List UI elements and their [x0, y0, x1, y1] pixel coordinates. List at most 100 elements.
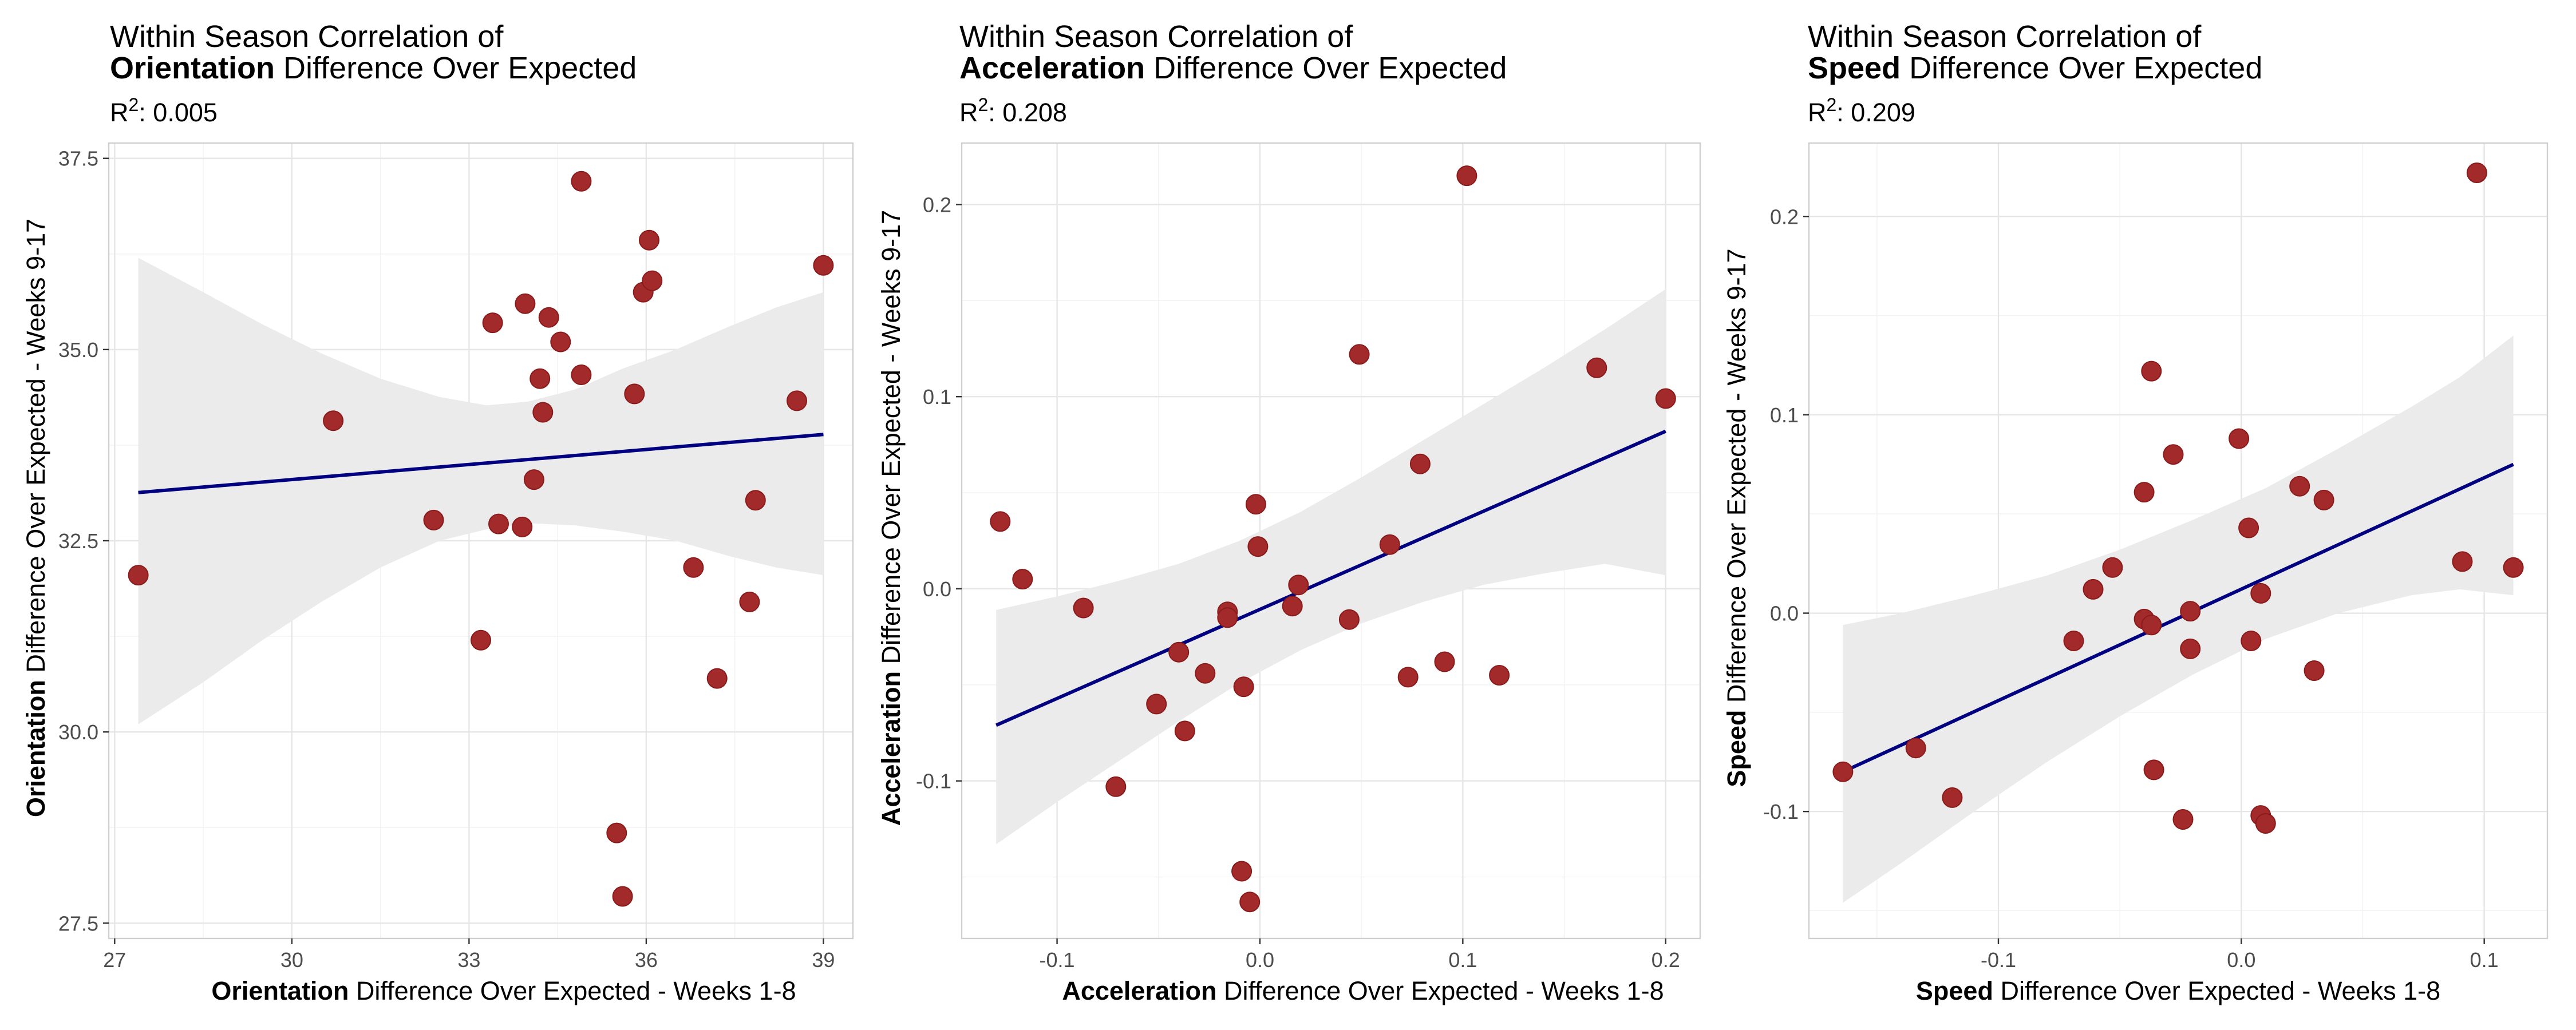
- data-point: [2143, 759, 2164, 781]
- data-point: [2313, 489, 2334, 510]
- data-point: [128, 565, 149, 586]
- panel-1-r2-value: : 0.005: [139, 98, 218, 127]
- panel-1-x-axis-label: Orientation Difference Over Expected - W…: [211, 976, 796, 1005]
- data-point: [2229, 428, 2250, 449]
- data-point: [1073, 597, 1094, 619]
- data-point: [1942, 787, 1963, 808]
- panel-2-r2-label: R2: 0.208: [959, 94, 1067, 127]
- data-point: [2163, 444, 2184, 465]
- data-point: [1655, 388, 1676, 409]
- data-point: [2238, 517, 2259, 538]
- panel-2-x-axis-label: Acceleration Difference Over Expected - …: [1062, 976, 1664, 1005]
- panel-3-title-bold: Speed: [1808, 51, 1901, 85]
- data-point: [990, 511, 1011, 532]
- data-point: [624, 383, 645, 405]
- panel-2-title-rest: Difference Over Expected: [1145, 51, 1507, 85]
- data-point: [1174, 720, 1195, 742]
- data-point: [1434, 651, 1455, 672]
- panel-3-title-rest: Difference Over Expected: [1901, 51, 2262, 85]
- panel-2-x-label-rest: Difference Over Expected - Weeks 1-8: [1216, 976, 1664, 1005]
- data-point: [423, 509, 444, 530]
- data-point: [515, 293, 536, 314]
- data-point: [1247, 536, 1269, 557]
- panel-2-title-line2: Acceleration Difference Over Expected: [959, 51, 1507, 85]
- data-point: [787, 390, 807, 411]
- panel-2-title-line1: Within Season Correlation of: [959, 19, 1353, 54]
- y-tick-label: 0.2: [1770, 205, 1799, 228]
- panel-2-plot: -0.1 0.0 0.1 0.2 -0.1 0.0 0.1 0.2: [916, 142, 1701, 972]
- x-tick-label: -0.1: [1040, 948, 1075, 972]
- x-tick-label: 30: [280, 948, 303, 972]
- data-point: [523, 469, 544, 490]
- data-point: [1282, 596, 1303, 617]
- data-point: [1217, 607, 1238, 628]
- panel-3-r2-value: : 0.209: [1836, 98, 1915, 127]
- data-point: [1905, 738, 1926, 759]
- data-point: [2134, 482, 2155, 503]
- x-tick-label: 0.1: [1448, 948, 1477, 972]
- data-point: [2255, 813, 2276, 834]
- data-point: [1239, 892, 1261, 913]
- x-tick-label: 0.0: [1246, 948, 1274, 972]
- panel-1-y-label-bold: Orientation: [21, 680, 50, 817]
- data-point: [488, 513, 509, 534]
- panel-orientation: Within Season Correlation of Orientation…: [21, 19, 854, 1005]
- regression-line: [1842, 462, 2514, 774]
- data-point: [1489, 665, 1510, 686]
- data-point: [2063, 631, 2084, 651]
- data-point: [2141, 360, 2162, 382]
- data-point: [323, 410, 344, 431]
- panel-3-x-axis-label: Speed Difference Over Expected - Weeks 1…: [1916, 976, 2440, 1005]
- panel-1-x-label-rest: Difference Over Expected - Weeks 1-8: [349, 976, 796, 1005]
- data-point: [1231, 861, 1253, 882]
- data-point: [1338, 609, 1360, 630]
- data-point: [1379, 534, 1400, 555]
- data-point: [1586, 357, 1607, 378]
- y-tick-label: 37.5: [58, 147, 98, 171]
- panel-3-x-label-rest: Difference Over Expected - Weeks 1-8: [1993, 976, 2440, 1005]
- panel-speed: Within Season Correlation of Speed Diffe…: [1722, 19, 2549, 1005]
- panel-3-y-label-rest: Difference Over Expected - Weeks 9-17: [1722, 248, 1751, 710]
- panel-border: [1808, 142, 2549, 940]
- data-point: [2180, 601, 2201, 622]
- x-tick-label: 36: [635, 948, 658, 972]
- data-point: [512, 516, 533, 537]
- data-point: [1168, 641, 1190, 663]
- data-point: [745, 490, 766, 511]
- y-tick-label: 30.0: [58, 720, 98, 744]
- y-tick-label: -0.1: [1763, 800, 1799, 823]
- data-point: [813, 255, 834, 276]
- data-point: [2466, 163, 2487, 183]
- data-point: [550, 331, 571, 352]
- data-point: [532, 402, 554, 423]
- data-point: [706, 668, 728, 689]
- panel-2-title-bold: Acceleration: [959, 51, 1145, 85]
- x-tick-label: 0.2: [1652, 948, 1680, 972]
- data-point: [2083, 579, 2104, 600]
- panel-1-y-axis-label: Orientation Difference Over Expected - W…: [21, 219, 50, 817]
- data-point: [612, 886, 633, 907]
- data-point: [606, 822, 627, 843]
- data-point: [2102, 557, 2123, 578]
- y-tick-label: 35.0: [58, 338, 98, 362]
- data-point: [2172, 809, 2194, 830]
- data-point: [1288, 575, 1309, 596]
- data-point: [639, 229, 659, 251]
- panel-3-y-label-bold: Speed: [1722, 710, 1751, 787]
- panel-3-title-line2: Speed Difference Over Expected: [1808, 51, 2262, 85]
- data-point: [2141, 615, 2162, 636]
- panel-1-title-line1: Within Season Correlation of: [110, 19, 504, 54]
- data-point: [1832, 761, 1854, 782]
- data-point: [683, 557, 704, 578]
- panel-2-y-label-rest: Difference Over Expected - Weeks 9-17: [876, 210, 906, 671]
- panel-3-y-axis-label: Speed Difference Over Expected - Weeks 9…: [1722, 248, 1751, 787]
- panel-2-y-axis-label: Acceleration Difference Over Expected - …: [876, 210, 906, 826]
- regression-line: [138, 433, 824, 494]
- y-tick-label: -0.1: [916, 770, 951, 793]
- data-point: [571, 171, 592, 192]
- data-point: [642, 270, 663, 291]
- data-point: [1195, 663, 1216, 684]
- y-tick-label: 32.5: [58, 529, 98, 553]
- data-point: [1146, 694, 1167, 715]
